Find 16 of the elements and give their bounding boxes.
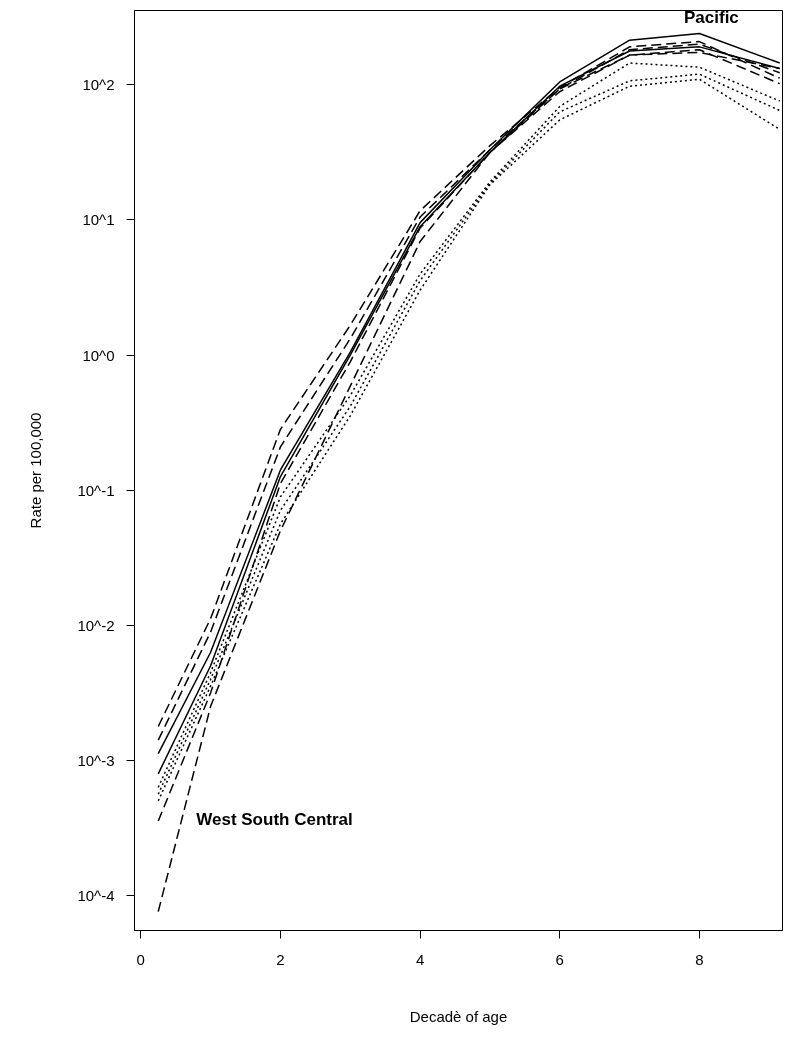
x-tick-label: 8 [695, 950, 704, 968]
y-tick-label: 10^-2 [77, 616, 115, 634]
y-tick-label: 10^-3 [77, 751, 115, 769]
y-axis-title: Rate per 100,000 [27, 412, 45, 529]
x-tick-label: 4 [415, 950, 425, 968]
y-tick-label: 10^1 [82, 211, 115, 229]
y-tick-label: 10^0 [82, 346, 115, 364]
series-label: Pacific [684, 8, 739, 28]
x-tick-label: 0 [136, 950, 145, 968]
x-tick-label: 6 [555, 950, 564, 968]
x-tick-label: 2 [276, 950, 285, 968]
series-label: West South Central [196, 810, 353, 830]
y-tick-label: 10^2 [82, 76, 115, 94]
y-tick-label: 10^-1 [77, 481, 115, 499]
x-axis-title: Decadè of age [409, 1007, 508, 1025]
y-tick-label: 10^-4 [77, 886, 115, 904]
